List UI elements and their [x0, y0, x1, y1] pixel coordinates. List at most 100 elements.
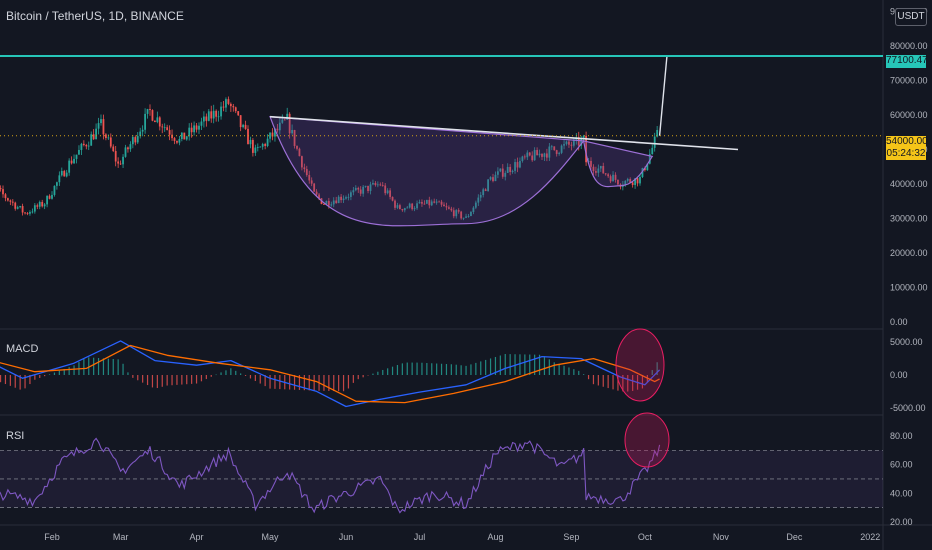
macd-histogram-bar — [519, 354, 521, 375]
candle-body — [176, 140, 178, 143]
candle-body — [595, 171, 597, 173]
price-tick-label: 20000.00 — [890, 248, 928, 258]
candle-body — [146, 109, 149, 114]
macd-histogram-bar — [524, 354, 526, 375]
candle-body — [455, 210, 458, 217]
macd-histogram-bar — [558, 364, 560, 375]
macd-histogram-bar — [29, 375, 31, 385]
candle-body — [357, 187, 360, 190]
candle-body — [399, 205, 401, 210]
macd-histogram-bar — [347, 375, 350, 389]
candle-body — [582, 135, 585, 139]
candle-body — [41, 201, 44, 207]
candle-body — [254, 147, 257, 153]
macd-histogram-bar — [475, 362, 477, 375]
macd-histogram-bar — [9, 375, 11, 386]
currency-button[interactable]: USDT — [895, 8, 927, 26]
macd-histogram-bar — [195, 375, 198, 384]
candle-body — [325, 200, 328, 205]
macd-histogram-bar — [342, 375, 345, 392]
candle-body — [433, 201, 436, 203]
candle-body — [7, 198, 9, 201]
candle-body — [283, 119, 286, 121]
macd-histogram-bar — [396, 365, 399, 375]
candle-body — [428, 199, 431, 206]
macd-histogram-bar — [470, 364, 472, 375]
macd-histogram-bar — [622, 375, 624, 392]
macd-histogram-bar — [504, 354, 506, 375]
macd-highlight-ellipse — [615, 328, 665, 402]
candle-body — [24, 212, 26, 214]
macd-histogram-bar — [83, 358, 85, 375]
time-tick-label: Jun — [339, 532, 354, 542]
macd-histogram-bar — [597, 375, 599, 386]
candle-body — [310, 180, 313, 184]
macd-histogram-bar — [63, 368, 65, 375]
macd-histogram-bar — [436, 363, 438, 375]
candle-body — [538, 153, 541, 156]
candle-body — [220, 106, 222, 117]
macd-histogram-bar — [88, 357, 90, 375]
candle-body — [105, 134, 107, 139]
candle-body — [149, 109, 151, 111]
candle-body — [141, 129, 144, 132]
candle-body — [558, 152, 561, 154]
macd-histogram-bar — [254, 375, 256, 382]
candle-body — [0, 188, 2, 190]
candle-body — [372, 183, 374, 185]
macd-histogram-bar — [225, 370, 227, 375]
candle-body — [528, 152, 531, 156]
candle-body — [565, 141, 568, 145]
candle-body — [107, 137, 110, 139]
signal-line — [0, 344, 660, 404]
candle-body — [244, 124, 247, 129]
macd-histogram-bar — [97, 358, 100, 375]
resistance-trendline — [269, 115, 739, 151]
candle-body — [648, 154, 651, 164]
macd-histogram-bar — [445, 364, 448, 375]
macd-histogram-bar — [431, 363, 433, 375]
candle-body — [641, 168, 644, 177]
candle-body — [82, 143, 85, 145]
candle-body — [406, 207, 409, 209]
macd-tick-label: -5000.00 — [890, 403, 926, 413]
macd-histogram-bar — [602, 375, 604, 387]
macd-histogram-bar — [230, 368, 232, 375]
candle-body — [634, 178, 636, 186]
macd-histogram-bar — [269, 375, 271, 389]
rsi-label: RSI — [6, 430, 25, 442]
candle-body — [131, 137, 134, 145]
candle-body — [274, 128, 276, 137]
candle-body — [577, 137, 580, 146]
candle-body — [222, 106, 225, 108]
macd-histogram-bar — [122, 363, 124, 375]
candle-body — [443, 204, 445, 207]
candle-body — [158, 117, 161, 127]
candle-body — [472, 207, 475, 212]
candle-body — [232, 106, 235, 108]
candle-body — [212, 110, 215, 119]
candle-body — [560, 145, 563, 153]
macd-histogram-bar — [156, 375, 158, 389]
candle-body — [367, 185, 369, 191]
candle-body — [572, 139, 575, 146]
candle-body — [411, 203, 414, 210]
macd-histogram-bar — [499, 355, 501, 375]
price-tick-label: 60000.00 — [890, 110, 928, 120]
candle-body — [180, 132, 183, 140]
candle-body — [511, 170, 514, 172]
candle-body — [4, 194, 7, 199]
rsi-tick-label: 80.00 — [890, 431, 913, 441]
candle-body — [626, 178, 629, 181]
macd-histogram-bar — [573, 369, 575, 375]
macd-histogram-bar — [142, 375, 144, 383]
candle-body — [617, 179, 619, 185]
macd-histogram-bar — [14, 375, 16, 388]
candle-body — [38, 201, 41, 207]
candle-body — [359, 189, 362, 194]
candle-body — [379, 184, 382, 186]
candle-body — [376, 184, 379, 186]
macd-histogram-bar — [293, 375, 296, 390]
candle-body — [264, 143, 267, 146]
